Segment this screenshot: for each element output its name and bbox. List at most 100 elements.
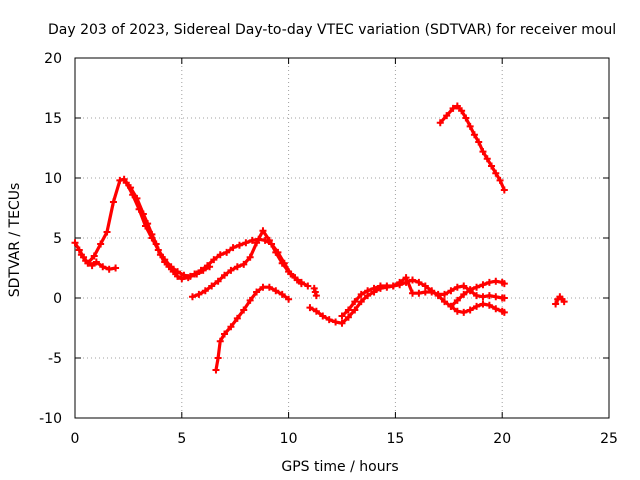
data-point — [103, 228, 111, 236]
series-line — [124, 181, 212, 278]
data-point — [272, 287, 280, 295]
series-track-c — [122, 179, 214, 280]
data-point — [436, 119, 444, 127]
data-point — [242, 239, 250, 247]
data-point — [210, 256, 218, 264]
data-point — [485, 292, 493, 300]
data-point — [253, 239, 261, 247]
data-point — [259, 283, 267, 291]
y-tick-label: 0 — [53, 291, 62, 307]
data-point — [332, 318, 340, 326]
data-point — [193, 270, 201, 278]
data-point — [408, 276, 416, 284]
data-point — [312, 307, 320, 315]
x-tick-label: 5 — [177, 431, 186, 447]
data-point — [552, 300, 560, 308]
data-point — [227, 323, 235, 331]
y-tick-label: 10 — [44, 171, 62, 187]
x-tick-label: 25 — [600, 431, 618, 447]
data-point — [216, 337, 224, 345]
x-tick-label: 0 — [71, 431, 80, 447]
data-point — [402, 274, 410, 282]
x-axis-ticks: 0 5 10 15 20 25 — [71, 58, 618, 447]
data-point — [496, 176, 504, 184]
data-point — [240, 306, 248, 314]
data-point — [259, 227, 267, 235]
data-point — [120, 175, 128, 183]
data-point — [453, 307, 461, 315]
data-point — [396, 278, 404, 286]
series-track-e — [212, 283, 293, 374]
data-point — [88, 262, 96, 270]
data-point — [357, 290, 365, 298]
data-point — [500, 186, 508, 194]
data-point — [449, 104, 457, 112]
series-track-j — [552, 293, 568, 308]
data-point — [285, 295, 293, 303]
data-point — [351, 298, 359, 306]
data-point — [199, 266, 207, 274]
data-point — [141, 222, 149, 230]
data-point — [460, 308, 468, 316]
data-point — [500, 294, 508, 302]
y-tick-label: 5 — [53, 231, 62, 247]
x-gridlines — [181, 58, 503, 418]
data-point — [462, 114, 470, 122]
data-point — [174, 268, 182, 276]
data-point — [470, 131, 478, 139]
data-point — [453, 296, 461, 304]
data-point — [248, 236, 256, 244]
x-axis-label: GPS time / hours — [281, 459, 398, 475]
data-point — [188, 293, 196, 301]
data-point — [208, 282, 216, 290]
data-point — [201, 287, 209, 295]
data-point — [483, 155, 491, 163]
data-point — [479, 293, 487, 301]
data-point — [492, 305, 500, 313]
data-point — [206, 263, 214, 271]
data-point — [357, 298, 365, 306]
data-point — [364, 287, 372, 295]
data-point — [473, 283, 481, 291]
data-point — [441, 298, 449, 306]
data-point — [246, 296, 254, 304]
data-point — [453, 102, 461, 110]
data-point — [216, 251, 224, 259]
series-track-k — [310, 284, 320, 300]
data-point — [389, 282, 397, 290]
data-point — [560, 298, 568, 306]
x-tick-label: 20 — [493, 431, 511, 447]
data-point — [229, 244, 237, 252]
data-point — [344, 306, 352, 314]
data-point — [109, 198, 117, 206]
data-point — [479, 300, 487, 308]
data-point — [99, 263, 107, 271]
data-point — [161, 256, 169, 264]
data-point — [285, 268, 293, 276]
data-point — [492, 293, 500, 301]
x-tick-label: 10 — [280, 431, 298, 447]
data-point — [443, 112, 451, 120]
data-point — [122, 179, 130, 187]
data-point — [376, 282, 384, 290]
data-point — [473, 302, 481, 310]
data-point — [214, 354, 222, 362]
data-point — [90, 252, 98, 260]
data-point — [338, 312, 346, 320]
y-tick-label: 20 — [44, 51, 62, 67]
data-point — [278, 290, 286, 298]
data-point — [466, 286, 474, 294]
series-track-i — [436, 102, 508, 194]
series-track-a — [71, 175, 305, 288]
data-point — [434, 290, 442, 298]
data-point — [479, 281, 487, 289]
series-track-d — [188, 227, 312, 301]
y-tick-label: -5 — [48, 351, 62, 367]
data-point — [135, 205, 143, 213]
y-tick-label: 15 — [44, 111, 62, 127]
data-point — [319, 312, 327, 320]
data-point — [479, 148, 487, 156]
data-point — [233, 263, 241, 271]
data-point — [97, 240, 105, 248]
